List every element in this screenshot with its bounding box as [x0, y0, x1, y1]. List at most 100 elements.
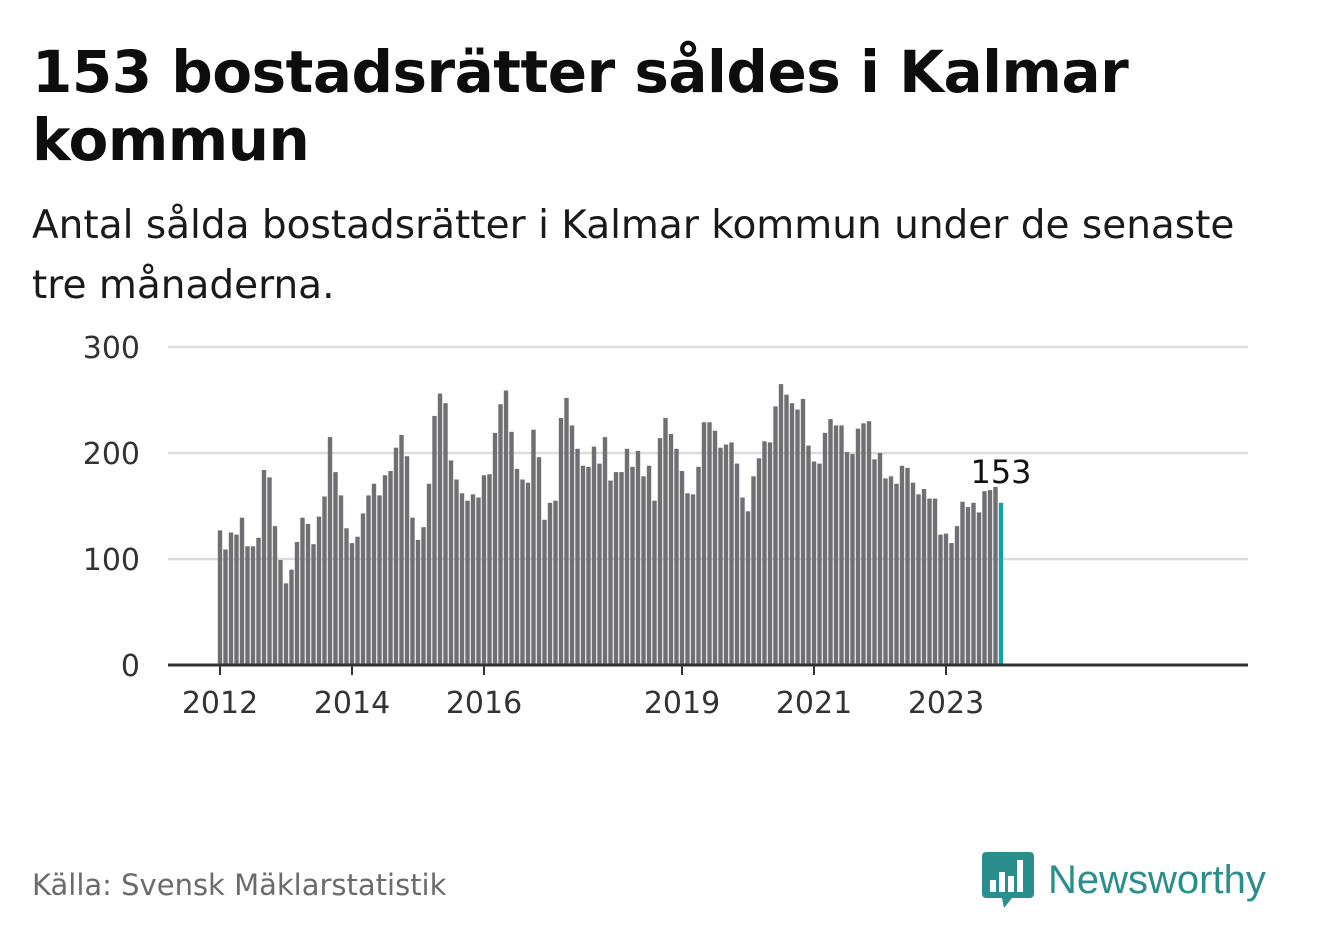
- bar: [316, 516, 322, 665]
- bar: [630, 466, 635, 665]
- bar: [597, 463, 602, 665]
- bar-chart-speech-bubble-icon: [982, 852, 1034, 908]
- bar: [734, 463, 740, 665]
- bar: [245, 546, 250, 665]
- bar: [877, 453, 883, 665]
- bar: [382, 475, 388, 665]
- bar: [393, 447, 399, 665]
- bar-series: [217, 384, 1004, 665]
- bar: [932, 498, 938, 665]
- bar: [355, 536, 360, 665]
- brand-logo[interactable]: Newsworthy: [982, 850, 1266, 910]
- x-tick-label: 2012: [182, 686, 258, 721]
- bar: [811, 461, 817, 665]
- bar: [888, 476, 894, 665]
- bar: [839, 425, 844, 665]
- bar: [564, 397, 569, 665]
- page-title: 153 bostadsrätter såldes i Kalmar kommun: [32, 38, 1129, 174]
- bar-latest: [998, 502, 1004, 665]
- bar: [278, 560, 283, 665]
- bar: [531, 429, 536, 665]
- y-tick-label: 0: [121, 649, 140, 684]
- bar: [228, 532, 234, 665]
- bar: [525, 482, 531, 665]
- y-tick-label: 200: [83, 437, 140, 472]
- bar: [844, 451, 850, 665]
- bar: [971, 502, 976, 665]
- bar: [855, 428, 861, 665]
- bar: [905, 467, 910, 665]
- bar: [619, 472, 624, 665]
- bar: [751, 476, 756, 665]
- bar: [833, 425, 839, 665]
- bar: [432, 415, 437, 665]
- x-tick-label: 2016: [446, 686, 522, 721]
- bar: [437, 393, 443, 665]
- bar: [965, 507, 971, 665]
- bar: [756, 458, 762, 665]
- bar: [239, 517, 245, 665]
- bar: [723, 444, 729, 665]
- bar: [327, 437, 333, 665]
- bar: [311, 544, 316, 665]
- bar: [234, 534, 239, 665]
- bar: [789, 403, 795, 665]
- bar: [360, 513, 366, 665]
- bar: [828, 419, 833, 665]
- bar: [872, 459, 877, 665]
- bar: [624, 448, 630, 665]
- bar: [558, 418, 564, 665]
- bar: [921, 489, 927, 665]
- bar: [982, 491, 987, 665]
- x-tick-label: 2014: [314, 686, 390, 721]
- bar: [646, 465, 652, 665]
- bar: [767, 442, 773, 665]
- bar: [426, 483, 432, 665]
- bar: [415, 539, 421, 665]
- bar: [503, 390, 509, 665]
- brand-name: Newsworthy: [1048, 857, 1266, 902]
- bar: [487, 474, 492, 665]
- bar: [806, 445, 811, 665]
- bar: [371, 483, 377, 665]
- bar: [635, 450, 641, 665]
- bar: [256, 537, 261, 665]
- bar: [459, 493, 465, 665]
- x-tick-label: 2021: [776, 686, 852, 721]
- bar: [575, 448, 580, 665]
- bar: [569, 425, 575, 665]
- bar: [987, 490, 993, 665]
- bar: [272, 526, 278, 665]
- x-tick-label: 2023: [908, 686, 984, 721]
- source-note: Källa: Svensk Mäklarstatistik: [32, 868, 447, 902]
- bar: [674, 448, 679, 665]
- bar: [465, 500, 470, 665]
- bar: [861, 423, 866, 665]
- bar: [899, 465, 905, 665]
- bar: [883, 478, 888, 665]
- bar: [817, 463, 822, 665]
- bar: [498, 404, 503, 665]
- bar: [443, 403, 448, 665]
- bar: [300, 517, 305, 665]
- bar: [894, 483, 899, 665]
- bar: [454, 479, 459, 665]
- bar: [366, 495, 371, 665]
- bar: [217, 530, 223, 665]
- bar: [663, 418, 668, 665]
- bar: [784, 394, 789, 665]
- axes: 0 100 200 300 2012 2014 2016 2019 2021 2023: [83, 331, 1248, 721]
- bar: [608, 480, 613, 665]
- bar: [949, 543, 954, 665]
- bar: [773, 406, 778, 665]
- bar: [701, 422, 707, 665]
- bar: [822, 432, 828, 665]
- bar: [305, 524, 311, 665]
- bar: [591, 446, 597, 665]
- bar: [289, 569, 294, 665]
- bar: [344, 528, 349, 665]
- bar: [349, 543, 355, 665]
- bar: [916, 494, 921, 665]
- latest-value-label: 153: [970, 453, 1031, 491]
- bar: [421, 527, 426, 665]
